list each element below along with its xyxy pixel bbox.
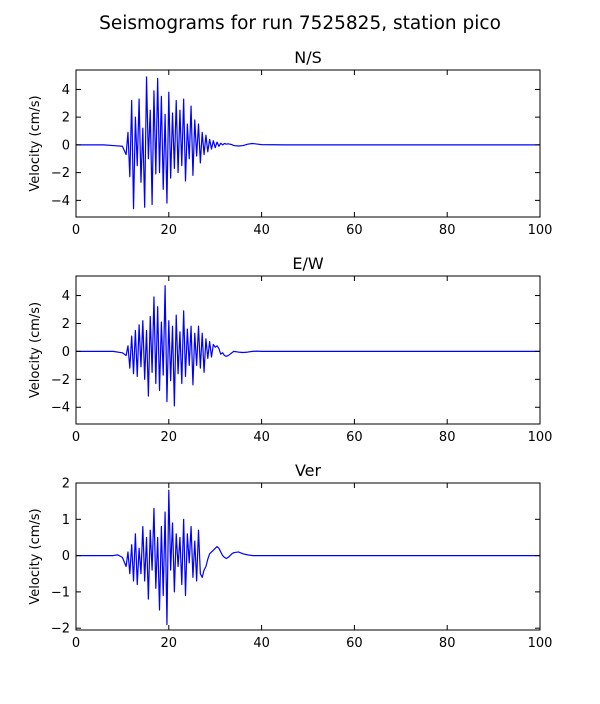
- x-tick-label: 40: [253, 223, 270, 238]
- chart-panel-3: Ver 0 20 40 60 80 100 −2 −1 0 1 2 Velocity (cm/s): [28, 461, 552, 651]
- y-tick-label: 2: [62, 477, 70, 492]
- chart-panel-1: N/S 0 20 40 60 80 100 −4 −2 0 2 4 Velocity (cm/s): [28, 48, 552, 238]
- x-tick-label: 0: [72, 430, 80, 445]
- figure-title: Seismograms for run 7525825, station pic…: [99, 13, 501, 34]
- panel-title: E/W: [292, 254, 324, 273]
- axes-frame: [75, 275, 541, 425]
- y-tick-label: −2: [51, 373, 70, 388]
- x-tick-label: 60: [346, 430, 363, 445]
- y-tick-label: 4: [62, 83, 70, 98]
- x-tick-label: 80: [439, 636, 456, 651]
- chart-panel-2: E/W 0 20 40 60 80 100 −4 −2 0 2 4 Velocity (cm/s): [28, 254, 552, 445]
- axes-frame: [75, 482, 541, 631]
- y-tick-label: −2: [51, 622, 70, 637]
- series-line: [76, 76, 540, 210]
- y-tick-label: −4: [51, 194, 70, 209]
- x-tick-label: 60: [346, 636, 363, 651]
- y-tick-label: 4: [62, 289, 70, 304]
- x-tick-label: 80: [439, 430, 456, 445]
- x-tick-label: 20: [161, 636, 178, 651]
- x-tick-label: 40: [253, 636, 270, 651]
- y-tick-label: −1: [51, 585, 70, 600]
- y-tick-label: 0: [62, 549, 70, 564]
- y-tick-label: −2: [51, 166, 70, 181]
- panel-title: Ver: [295, 461, 322, 480]
- y-axis-label: Velocity (cm/s): [28, 95, 43, 191]
- y-tick-label: 1: [62, 513, 70, 528]
- x-tick-label: 20: [161, 223, 178, 238]
- y-tick-label: −4: [51, 401, 70, 416]
- series-line: [76, 489, 540, 626]
- panel-title: N/S: [294, 48, 322, 67]
- series-line: [76, 285, 540, 407]
- x-tick-label: 20: [161, 430, 178, 445]
- x-tick-label: 100: [528, 636, 553, 651]
- y-tick-label: 0: [62, 345, 70, 360]
- x-tick-label: 0: [72, 636, 80, 651]
- x-tick-label: 80: [439, 223, 456, 238]
- y-tick-label: 2: [62, 111, 70, 126]
- y-tick-label: 0: [62, 138, 70, 153]
- y-axis-label: Velocity (cm/s): [28, 508, 43, 604]
- x-tick-label: 100: [528, 430, 553, 445]
- y-axis-label: Velocity (cm/s): [28, 302, 43, 398]
- x-tick-label: 60: [346, 223, 363, 238]
- axes-frame: [75, 69, 541, 218]
- x-tick-label: 40: [253, 430, 270, 445]
- x-tick-label: 0: [72, 223, 80, 238]
- y-tick-label: 2: [62, 317, 70, 332]
- x-tick-label: 100: [528, 223, 553, 238]
